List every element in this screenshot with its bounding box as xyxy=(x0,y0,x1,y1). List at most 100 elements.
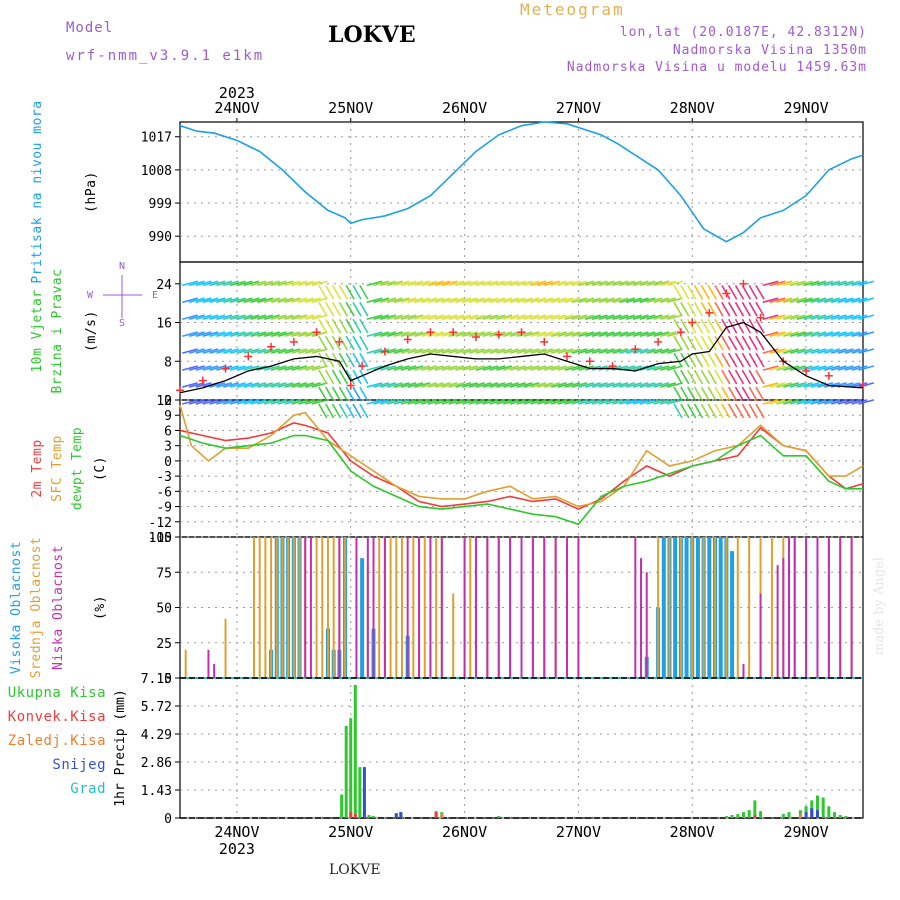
wind-arrow xyxy=(331,369,342,385)
wind-arrow xyxy=(762,365,779,371)
wind-arrow xyxy=(503,280,519,287)
wind-arrow xyxy=(325,386,335,402)
precip-bar xyxy=(362,767,366,818)
cloud-bar xyxy=(452,593,455,678)
cloud-bar xyxy=(309,537,312,678)
wind-arrow xyxy=(345,403,355,419)
wind-arrow xyxy=(734,318,745,334)
wind-arrow xyxy=(530,399,547,405)
wind-arrow xyxy=(632,280,649,287)
wind-arrow xyxy=(468,399,485,405)
wind-arrow xyxy=(264,365,280,371)
wind-arrow xyxy=(748,369,758,385)
wind-arrow xyxy=(585,382,601,388)
ytick-label: -6 xyxy=(156,485,172,500)
precip-bar xyxy=(497,816,501,818)
wind-arrow xyxy=(564,382,581,388)
wind-arrow xyxy=(216,399,233,405)
wind-arrow xyxy=(475,365,492,371)
wind-arrow xyxy=(407,297,424,304)
cloud-bar xyxy=(440,537,443,678)
wind-arrow xyxy=(209,314,226,321)
wind-arrow xyxy=(700,284,711,300)
wind-arrow xyxy=(755,403,765,419)
cloud-bar xyxy=(793,537,796,678)
wind-arrow xyxy=(257,382,274,388)
wind-arrow xyxy=(338,284,349,300)
wind-arrow xyxy=(407,399,424,405)
wind-arrow xyxy=(734,335,745,351)
wind-arrow xyxy=(250,314,267,321)
ylabel-wind: Brzina i Pravac xyxy=(50,269,65,394)
wind-arrow xyxy=(817,314,834,321)
wind-arrow xyxy=(707,352,717,368)
wind-arrow xyxy=(789,314,806,321)
wind-arrow xyxy=(216,314,233,321)
cloud-bar xyxy=(275,537,278,678)
wind-arrow xyxy=(646,280,663,287)
cloud-bar xyxy=(691,537,694,678)
wind-arrow xyxy=(414,280,431,287)
compass-s: S xyxy=(119,318,125,329)
precip-legend-3: Snijeg xyxy=(52,757,106,773)
cloud-bar xyxy=(839,537,842,678)
wind-arrow xyxy=(236,348,253,354)
wind-arrow xyxy=(366,314,383,321)
wind-arrow xyxy=(727,386,738,402)
wind-arrow xyxy=(182,331,198,337)
wind-arrow xyxy=(707,386,717,402)
wind-arrow xyxy=(386,382,403,388)
wind-arrow xyxy=(700,301,711,317)
cloud-bar xyxy=(634,537,637,678)
wind-arrow xyxy=(591,297,608,304)
wind-arrow xyxy=(646,348,663,354)
wind-arrow xyxy=(837,314,854,321)
wind-arrow xyxy=(468,280,485,287)
wind-arrow xyxy=(386,399,403,405)
wind-arrow xyxy=(352,369,362,385)
wind-arrow xyxy=(817,399,834,405)
wind-arrow xyxy=(844,331,861,337)
precip-legend-0: Ukupna Kisa xyxy=(8,685,106,701)
ytick-label: 25 xyxy=(156,637,172,652)
wind-arrow xyxy=(325,301,335,317)
cloud-bar xyxy=(383,537,386,678)
wind-arrow xyxy=(223,399,239,405)
wind-arrow xyxy=(434,348,451,354)
cloud-bar xyxy=(702,537,705,678)
wind-arrow xyxy=(721,301,731,317)
cloud-bar xyxy=(463,537,466,678)
wind-arrow xyxy=(250,399,267,405)
wind-arrow xyxy=(639,348,656,354)
wind-arrow xyxy=(741,335,752,351)
ytick-label: 2.86 xyxy=(141,756,172,771)
wind-arrow xyxy=(646,365,663,371)
wind-arrow xyxy=(660,399,677,405)
wind-arrow xyxy=(844,348,861,354)
wind-arrow xyxy=(721,369,731,385)
wind-arrow xyxy=(564,280,581,287)
wind-arrow xyxy=(714,301,724,317)
wind-arrow xyxy=(229,399,246,405)
wind-arrow xyxy=(700,335,711,351)
wind-arrow xyxy=(407,314,424,321)
wind-arrow xyxy=(714,403,724,419)
panel-frame-temperature xyxy=(179,399,864,538)
wind-arrow xyxy=(796,382,813,388)
cloud-bar xyxy=(679,537,682,678)
wind-arrow xyxy=(673,386,683,402)
xtick-label-top: 25NOV xyxy=(328,99,373,117)
xtick-label-bottom: 29NOV xyxy=(784,823,829,841)
wind-arrow xyxy=(489,314,506,321)
wind-arrow xyxy=(380,314,397,321)
wind-arrow xyxy=(482,399,499,405)
wind-arrow xyxy=(796,348,813,354)
wind-arrow xyxy=(769,280,786,287)
wind-arrow xyxy=(195,365,212,371)
ylabel-cloud: Srednja Oblacnost xyxy=(29,537,44,679)
cloud-bar xyxy=(543,537,546,678)
wind-arrow xyxy=(680,318,690,334)
wind-arrow xyxy=(264,382,280,388)
wind-arrow xyxy=(783,348,799,354)
cloud-bar xyxy=(497,537,500,678)
